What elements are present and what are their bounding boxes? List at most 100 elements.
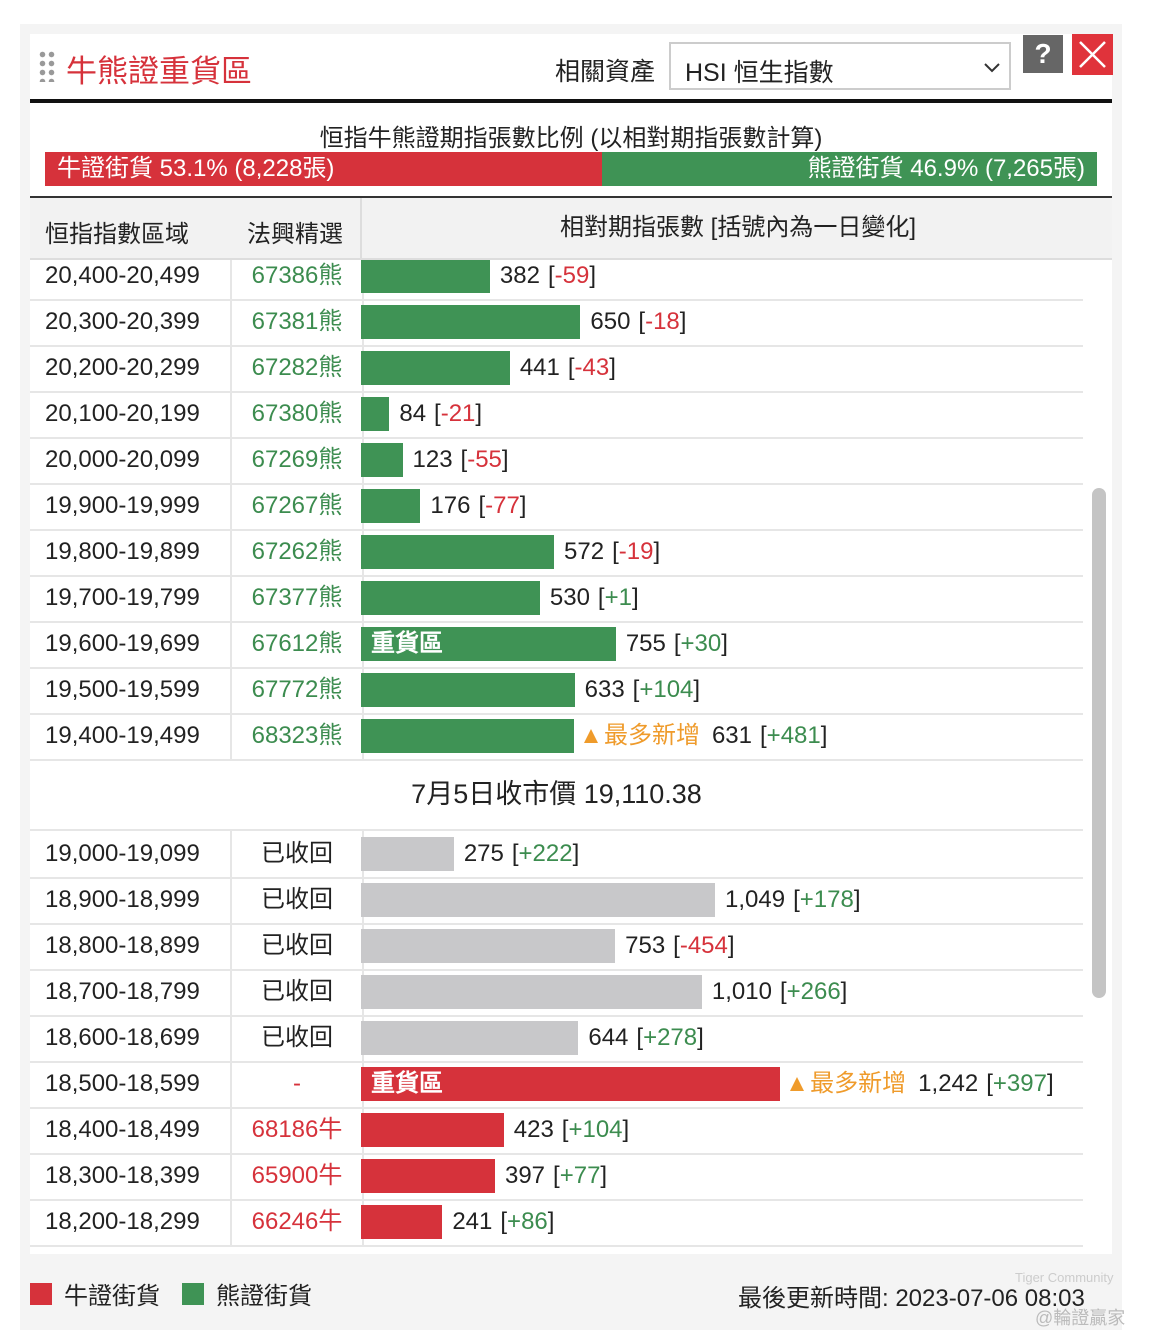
value-label: 755 [625, 630, 666, 657]
value-text: 1,049 [+178] [725, 877, 860, 923]
bracket: [ [673, 932, 680, 959]
bracket: ] [609, 354, 616, 381]
table-row: 19,500-19,599 67772熊 633 [+104] [30, 667, 1083, 715]
value-text: 572 [-19] [564, 529, 660, 575]
bar [361, 397, 390, 431]
table-body: 20,400-20,499 67386熊 382 [-59] 20,300-20,399… [0, 258, 1156, 1250]
value-label: 572 [564, 538, 605, 565]
value-cell: 84 [-21] [361, 391, 1083, 437]
value-cell: 753 [-454] [361, 923, 1083, 969]
value-label: 1,049 [725, 886, 786, 913]
value-label: 633 [584, 676, 625, 703]
value-text: 275 [+222] [464, 831, 579, 877]
help-button[interactable]: ? [1023, 35, 1063, 73]
table-row: 19,600-19,699 67612熊 重貨區 755 [+30] [30, 621, 1083, 669]
bracket: [ [632, 676, 640, 703]
drag-handle[interactable] [38, 50, 56, 82]
bar [361, 443, 403, 477]
bar [361, 489, 421, 523]
bull-ratio: 牛證街貨 53.1% (8,228張) [45, 152, 603, 186]
value-label: 84 [399, 400, 427, 427]
pick: 已收回 [230, 877, 364, 923]
value-text: 123 [-55] [413, 437, 509, 483]
range: 18,500-18,599 [45, 1070, 200, 1097]
bar [361, 719, 574, 753]
ratio-bar: 牛證街貨 53.1% (8,228張) 熊證街貨 46.9% (7,265張) [45, 152, 1097, 186]
bracket: [ [673, 630, 681, 657]
value-text: 755 [+30] [626, 621, 728, 667]
scrollbar[interactable] [1092, 488, 1106, 998]
range: 18,700-18,799 [45, 978, 200, 1005]
pick: 67772熊 [230, 667, 364, 713]
pick: 68186牛 [230, 1107, 364, 1153]
divider [30, 99, 1112, 103]
value-text: 397 [+77] [505, 1153, 607, 1199]
table-row: 18,600-18,699 已收回 644 [+278] [30, 1015, 1083, 1063]
pick: 已收回 [230, 1015, 364, 1061]
bracket: ] [631, 584, 639, 611]
range: 19,800-19,899 [45, 538, 200, 565]
table-row: 20,400-20,499 67386熊 382 [-59] [30, 258, 1083, 301]
change: +278 [643, 1024, 698, 1051]
value-label: 441 [519, 354, 560, 381]
bracket: ] [727, 932, 735, 959]
tag: 重貨區 [371, 630, 443, 657]
value-cell: 275 [+222] [361, 831, 1083, 877]
column-header: 法興精選 [247, 221, 343, 248]
value-text: 最多新增 631 [+481] [584, 713, 827, 759]
change: -59 [554, 262, 590, 289]
bracket: [ [547, 262, 555, 289]
value-label: 397 [504, 1162, 546, 1189]
table-row: 18,700-18,799 已收回 1,010 [+266] [30, 969, 1083, 1017]
close-button[interactable] [1072, 34, 1113, 75]
bar [361, 1021, 579, 1055]
bracket: [ [638, 308, 646, 335]
bracket: ] [693, 676, 701, 703]
bar [361, 305, 581, 339]
bar: 重貨區 [361, 1067, 781, 1101]
pick: 已收回 [230, 969, 364, 1015]
bracket: [ [779, 978, 787, 1005]
legend: 牛證街貨 熊證街貨 [30, 1276, 312, 1311]
change: +481 [766, 722, 821, 749]
pick: - [230, 1061, 364, 1107]
value-cell: 397 [+77] [361, 1153, 1083, 1199]
table-row: 19,400-19,499 68323熊 最多新增 631 [+481] [30, 713, 1083, 761]
range: 18,800-18,899 [45, 932, 200, 959]
value-label: 176 [430, 492, 471, 519]
change: -19 [618, 538, 654, 565]
value-text: 650 [-18] [590, 299, 686, 345]
asset-select[interactable]: HSI 恒生指數 [669, 42, 1011, 90]
range: 19,000-19,099 [45, 840, 200, 867]
value-label: 644 [588, 1024, 629, 1051]
change: +86 [507, 1208, 548, 1235]
range: 20,400-20,499 [45, 262, 200, 289]
bar [361, 975, 702, 1009]
pick: 67262熊 [230, 529, 364, 575]
bracket: ] [622, 1116, 630, 1143]
value-cell: 123 [-55] [361, 437, 1083, 483]
value-cell: 530 [+1] [361, 575, 1083, 621]
value-cell: 1,010 [+266] [361, 969, 1083, 1015]
value-cell: 382 [-59] [361, 258, 1083, 299]
bracket: ] [600, 1162, 608, 1189]
bear-ratio: 熊證街貨 46.9% (7,265張) [602, 152, 1097, 186]
change: -454 [679, 932, 728, 959]
column-header: 恒指指數區域 [45, 221, 189, 248]
bar [361, 1205, 443, 1239]
chevron [984, 63, 1000, 73]
value-label: 530 [549, 584, 590, 611]
bracket: [ [553, 1162, 560, 1189]
table-row: 20,000-20,099 67269熊 123 [-55] [30, 437, 1083, 485]
range: 18,200-18,299 [45, 1208, 200, 1235]
change: -18 [645, 308, 680, 335]
change: +77 [559, 1162, 601, 1189]
range: 19,500-19,599 [45, 676, 200, 703]
bracket: [ [986, 1070, 993, 1097]
value-text: 176 [-77] [430, 483, 526, 529]
pick: 67386熊 [230, 258, 364, 299]
pick: 66246牛 [230, 1199, 364, 1245]
value-label: 423 [513, 1116, 554, 1143]
pick: 65900牛 [230, 1153, 364, 1199]
bracket: [ [567, 354, 575, 381]
